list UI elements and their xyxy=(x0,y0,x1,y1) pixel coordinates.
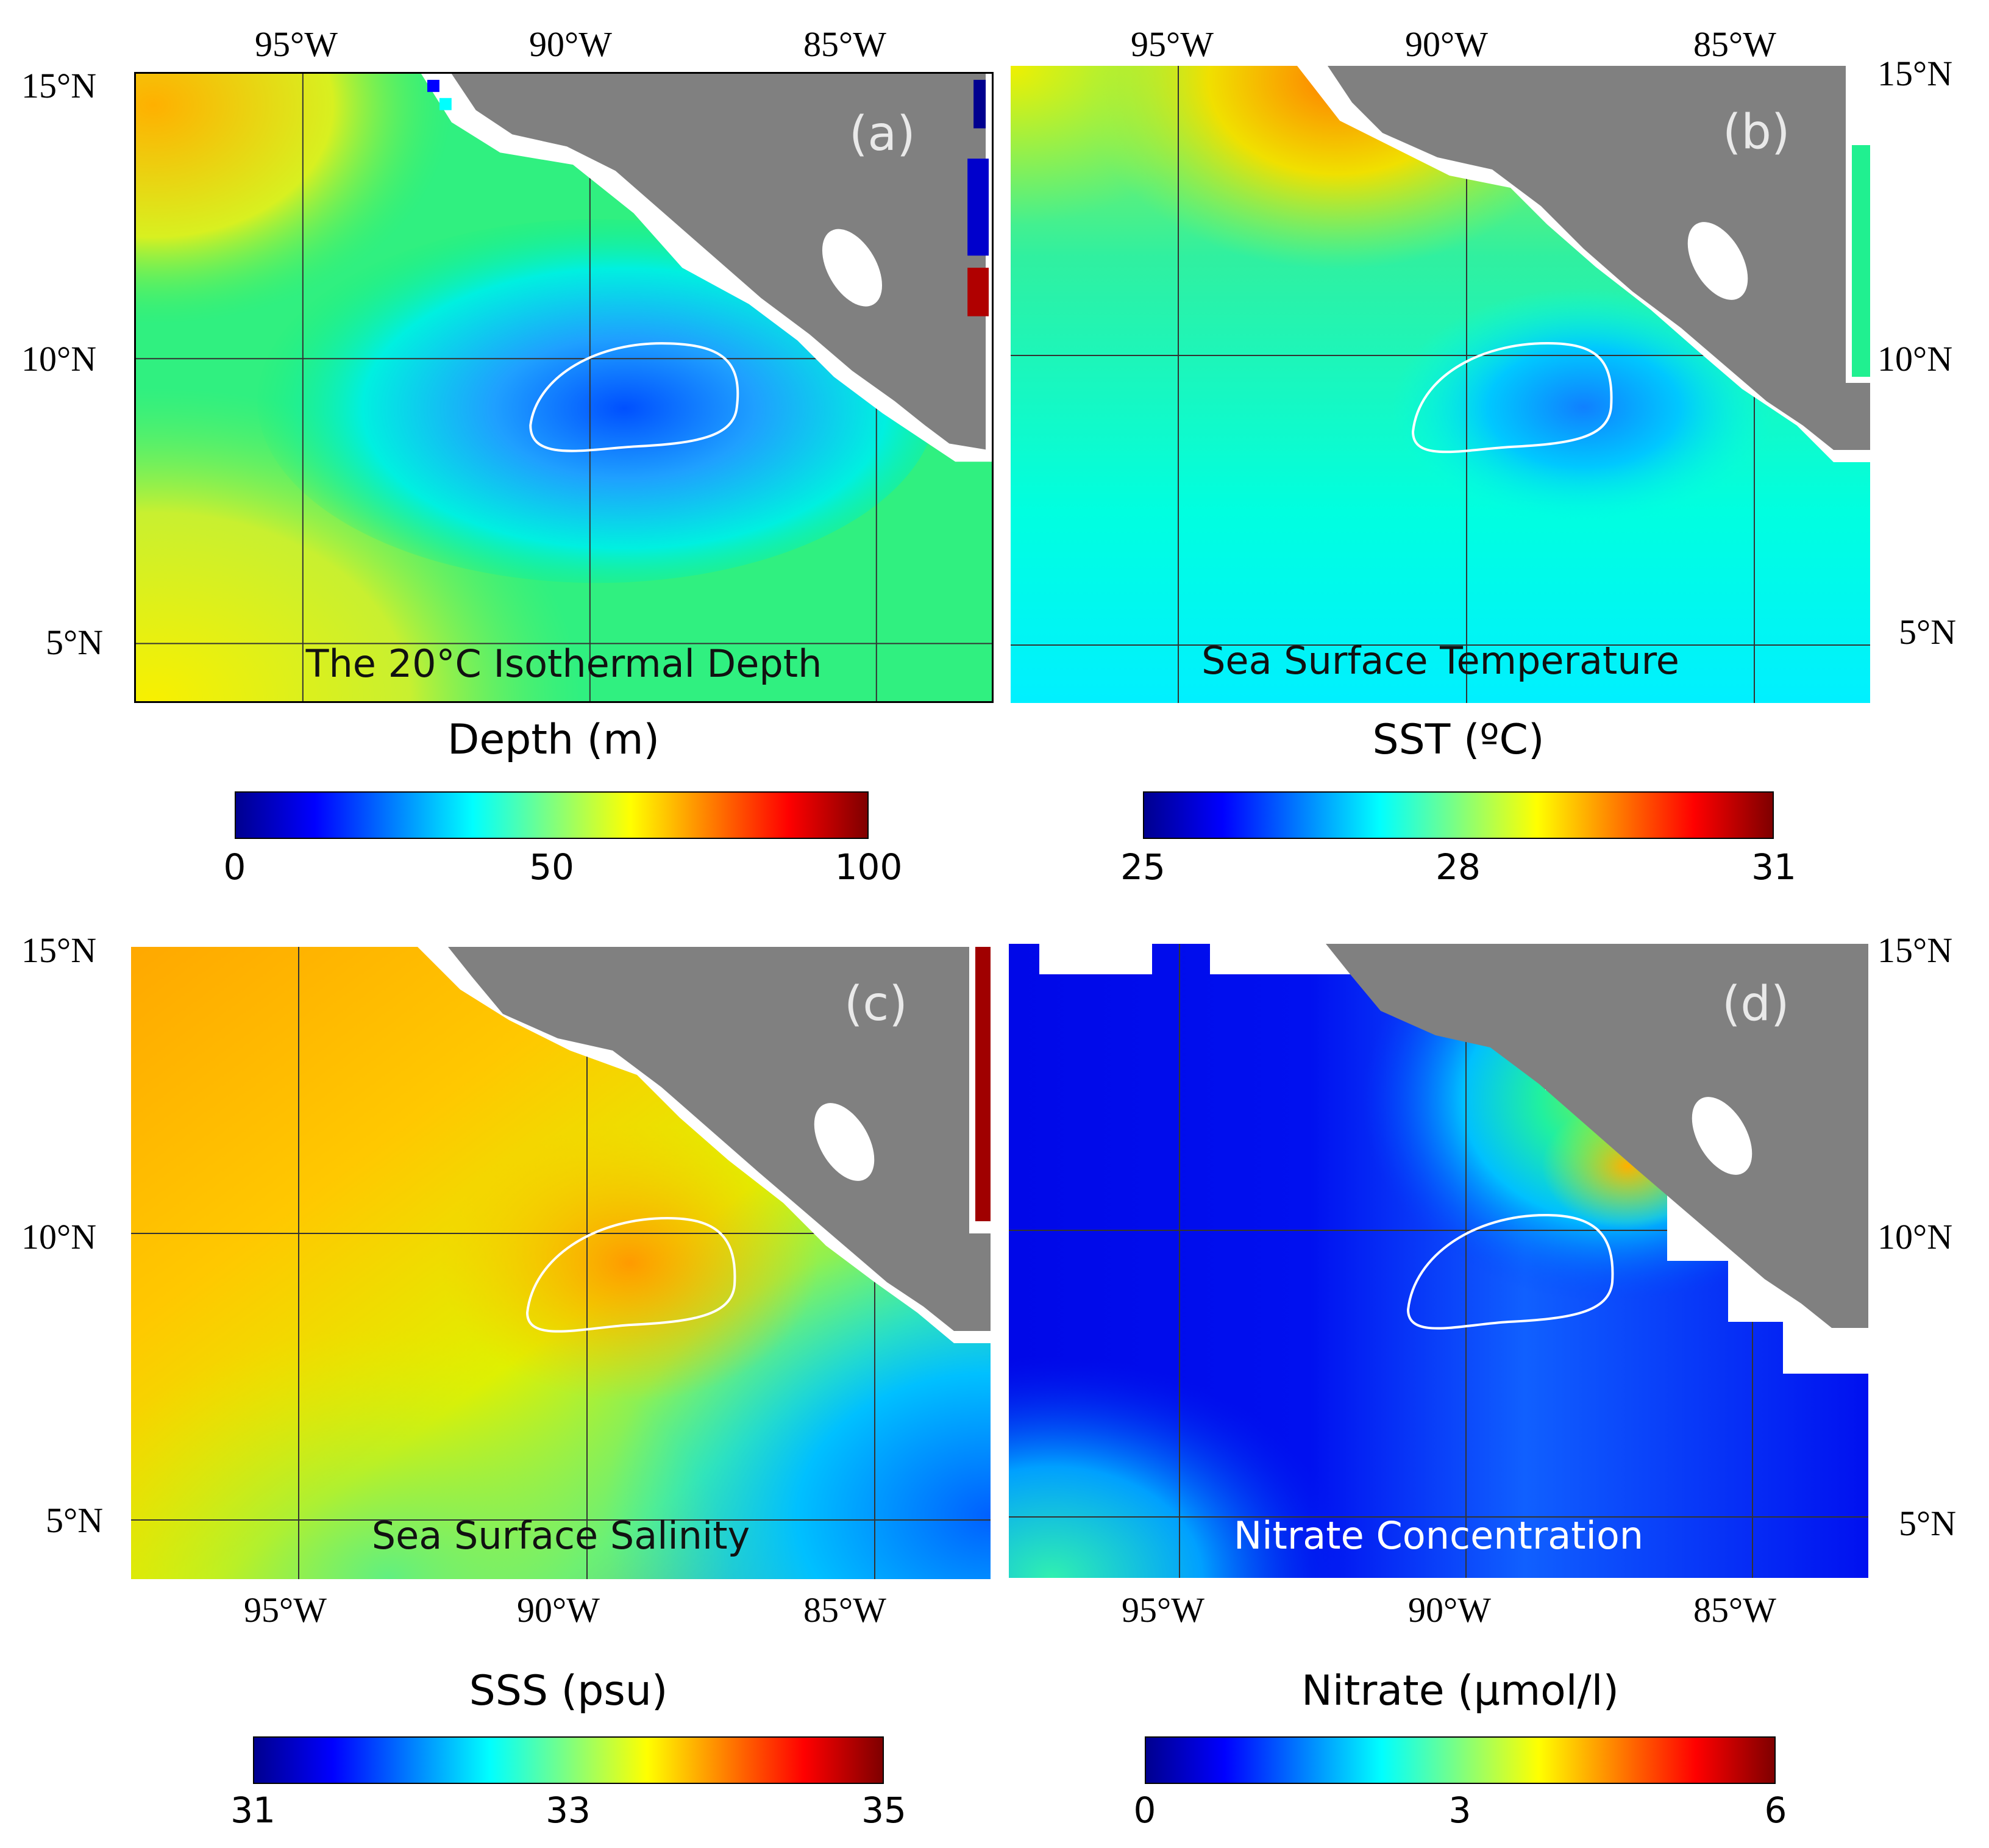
colorbar-tick-c-max: 35 xyxy=(861,1789,906,1831)
lon-label-c-90w: 90°W xyxy=(517,1590,600,1630)
lat-label-d-5n: 5°N xyxy=(1899,1504,1957,1543)
lon-label-b-95w: 95°W xyxy=(1131,24,1214,64)
panel-title-c: Sea Surface Salinity xyxy=(371,1513,750,1558)
colorbar-tick-a-max: 100 xyxy=(834,846,903,888)
panel-letter-b: (b) xyxy=(1723,105,1790,160)
eddy-contour-d xyxy=(1406,1213,1614,1330)
colorbar-tick-b-max: 31 xyxy=(1751,846,1796,888)
colorbar-tick-a-min: 0 xyxy=(223,846,246,888)
lat-label-a-15n: 15°N xyxy=(21,66,97,105)
lon-label-d-90w: 90°W xyxy=(1408,1590,1491,1630)
map-panel-d: (d) Nitrate Concentration xyxy=(1009,944,1868,1578)
eddy-contour-a xyxy=(529,342,739,452)
lat-label-a-5n: 5°N xyxy=(46,623,104,662)
colorbar-tick-c-mid: 33 xyxy=(546,1789,591,1831)
lon-label-c-95w: 95°W xyxy=(244,1590,327,1630)
colorbar-label-c: SSS (psu) xyxy=(469,1667,668,1715)
colorbar-tick-b-min: 25 xyxy=(1120,846,1165,888)
panel-letter-a: (a) xyxy=(849,107,916,162)
lat-label-c-10n: 10°N xyxy=(21,1217,97,1257)
map-d-field xyxy=(1009,944,1868,1578)
colorbar-d xyxy=(1145,1736,1776,1784)
lon-label-a-95w: 95°W xyxy=(255,24,338,64)
panel-title-d: Nitrate Concentration xyxy=(1233,1513,1644,1558)
map-panel-b: (b) Sea Surface Temperature xyxy=(1011,66,1870,703)
lat-label-b-5n: 5°N xyxy=(1899,612,1957,652)
map-panel-a: (a) The 20°C Isothermal Depth xyxy=(134,72,994,703)
colorbar-tick-b-mid: 28 xyxy=(1436,846,1481,888)
panel-letter-d: (d) xyxy=(1722,977,1790,1032)
lat-label-b-15n: 15°N xyxy=(1877,54,1953,93)
lat-label-c-15n: 15°N xyxy=(21,930,97,970)
colorbar-label-a: Depth (m) xyxy=(447,716,660,764)
lat-label-a-10n: 10°N xyxy=(21,339,97,379)
panel-title-b: Sea Surface Temperature xyxy=(1201,638,1679,683)
colorbar-b xyxy=(1143,791,1774,839)
lat-label-b-10n: 10°N xyxy=(1877,339,1953,379)
map-a-field xyxy=(136,74,992,701)
panel-title-a: The 20°C Isothermal Depth xyxy=(305,641,822,686)
lat-label-d-15n: 15°N xyxy=(1877,930,1953,970)
colorbar-tick-c-min: 31 xyxy=(230,1789,276,1831)
lon-label-b-90w: 90°W xyxy=(1405,24,1488,64)
panel-letter-c: (c) xyxy=(844,977,908,1032)
colorbar-tick-d-max: 6 xyxy=(1764,1789,1787,1831)
lon-label-b-85w: 85°W xyxy=(1693,24,1776,64)
colorbar-label-d: Nitrate (μmol/l) xyxy=(1301,1667,1620,1715)
eddy-contour-b xyxy=(1411,341,1613,454)
colorbar-c xyxy=(253,1736,884,1784)
colorbar-tick-d-min: 0 xyxy=(1133,1789,1156,1831)
colorbar-tick-d-mid: 3 xyxy=(1448,1789,1471,1831)
map-c-field xyxy=(131,947,991,1579)
map-b-field xyxy=(1011,66,1870,703)
lon-label-c-85w: 85°W xyxy=(803,1590,886,1630)
lon-label-d-95w: 95°W xyxy=(1122,1590,1204,1630)
colorbar-tick-a-mid: 50 xyxy=(529,846,574,888)
lon-label-d-85w: 85°W xyxy=(1693,1590,1776,1630)
colorbar-label-b: SST (ºC) xyxy=(1372,716,1545,764)
colorbar-a xyxy=(235,791,869,839)
lat-label-d-10n: 10°N xyxy=(1877,1217,1953,1257)
lon-label-a-90w: 90°W xyxy=(529,24,612,64)
lat-label-c-5n: 5°N xyxy=(46,1500,104,1540)
eddy-contour-c xyxy=(525,1216,736,1333)
map-panel-c: (c) Sea Surface Salinity xyxy=(131,947,991,1579)
lon-label-a-85w: 85°W xyxy=(803,24,886,64)
